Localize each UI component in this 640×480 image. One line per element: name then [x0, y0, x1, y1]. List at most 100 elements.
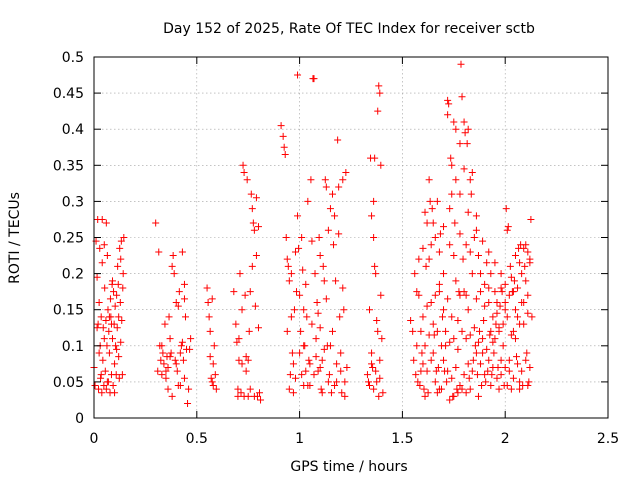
data-point	[524, 248, 532, 256]
data-point	[294, 71, 302, 79]
data-point	[166, 335, 174, 343]
data-point	[99, 324, 107, 332]
data-point	[497, 270, 505, 278]
data-point	[97, 371, 105, 379]
data-point	[251, 302, 259, 310]
data-point	[364, 378, 372, 386]
data-point	[438, 313, 446, 321]
data-point	[337, 349, 345, 357]
data-point	[513, 353, 521, 361]
data-point	[431, 291, 439, 299]
data-point	[412, 371, 420, 379]
data-point	[306, 360, 314, 368]
data-point	[185, 385, 193, 393]
data-point	[322, 183, 330, 191]
data-point	[481, 302, 489, 310]
data-point	[421, 208, 429, 216]
data-point	[467, 190, 475, 198]
data-point	[510, 277, 518, 285]
data-point	[120, 234, 128, 241]
data-point	[376, 89, 384, 97]
data-point	[296, 349, 304, 357]
data-point	[177, 342, 185, 350]
data-point	[186, 345, 194, 353]
data-point	[234, 385, 242, 393]
data-point	[525, 378, 533, 386]
data-point	[316, 252, 324, 260]
data-point	[502, 205, 510, 213]
data-point	[514, 313, 522, 321]
data-point	[211, 371, 219, 379]
data-point	[448, 190, 456, 198]
data-point	[324, 378, 332, 386]
data-point	[289, 360, 297, 368]
data-point	[527, 215, 535, 223]
data-point	[366, 306, 374, 314]
data-point	[112, 371, 120, 379]
data-point	[448, 374, 456, 382]
data-point	[308, 320, 316, 328]
data-point	[366, 382, 374, 390]
data-point	[470, 234, 478, 241]
data-point	[318, 356, 326, 364]
data-point	[479, 349, 487, 357]
data-point	[480, 317, 488, 325]
data-point	[99, 356, 107, 364]
y-tick-label: 0.2	[62, 267, 84, 283]
data-point	[321, 176, 329, 184]
data-point	[287, 270, 295, 278]
data-point	[317, 385, 325, 393]
data-point	[316, 363, 324, 371]
data-point	[324, 226, 332, 234]
data-point	[295, 244, 303, 252]
data-point	[509, 327, 517, 335]
data-point	[452, 363, 460, 371]
data-point	[117, 237, 125, 245]
data-point	[472, 226, 480, 234]
y-tick-label: 0.4	[62, 122, 84, 138]
data-point	[174, 302, 182, 310]
data-point	[207, 374, 215, 382]
data-point	[431, 378, 439, 386]
x-tick-label: 1	[295, 431, 304, 447]
data-point	[516, 320, 524, 328]
data-point	[415, 255, 423, 263]
data-point	[91, 382, 99, 390]
data-point	[164, 363, 172, 371]
data-point	[444, 96, 452, 104]
data-point	[203, 284, 211, 292]
data-point	[104, 306, 112, 314]
data-point	[419, 360, 427, 368]
data-point	[428, 205, 436, 213]
data-point	[511, 335, 519, 343]
data-point	[280, 143, 288, 151]
data-point	[489, 313, 497, 321]
data-point	[98, 389, 106, 397]
data-point	[431, 234, 439, 241]
data-point	[465, 374, 473, 382]
data-point	[505, 356, 513, 364]
data-point	[450, 392, 458, 400]
data-point	[118, 371, 126, 379]
data-point	[162, 367, 170, 375]
data-point	[331, 212, 339, 220]
data-point	[485, 356, 493, 364]
data-point	[507, 385, 515, 393]
data-point	[479, 335, 487, 343]
data-point	[419, 244, 427, 252]
data-point	[418, 349, 426, 357]
data-point	[334, 136, 342, 144]
data-point	[340, 306, 348, 314]
data-point	[485, 284, 493, 292]
data-point	[101, 367, 109, 375]
data-point	[466, 248, 474, 256]
data-point	[277, 122, 285, 130]
data-point	[325, 371, 333, 379]
data-point	[95, 385, 103, 393]
data-point	[499, 320, 507, 328]
data-point	[440, 356, 448, 364]
data-point	[284, 262, 292, 270]
data-point	[436, 230, 444, 238]
data-point	[423, 219, 431, 227]
